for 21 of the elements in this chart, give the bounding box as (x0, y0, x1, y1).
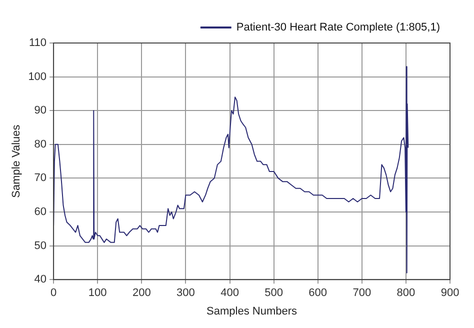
x-tick-label: 800 (396, 287, 416, 300)
y-tick-label: 70 (34, 172, 47, 184)
y-tick-label: 90 (34, 104, 47, 117)
y-tick-label: 100 (28, 70, 47, 83)
x-tick-label: 600 (308, 287, 328, 300)
legend-label: Patient-30 Heart Rate Complete (1:805,1) (236, 22, 440, 34)
y-tick-label: 110 (29, 37, 47, 50)
y-tick-label: 50 (34, 240, 47, 252)
x-tick-label: 500 (264, 287, 283, 300)
x-tick-label: 200 (132, 287, 151, 300)
y-tick-label: 40 (34, 274, 47, 286)
y-tick-label: 80 (34, 138, 47, 150)
x-tick-label: 300 (176, 287, 195, 300)
x-tick-label: 100 (88, 287, 107, 300)
y-tick-label: 60 (34, 206, 47, 218)
x-tick-label: 700 (352, 287, 372, 300)
x-tick-label: 400 (220, 287, 239, 300)
x-tick-label: 900 (440, 287, 460, 300)
y-axis-title: Sample Values (10, 124, 23, 198)
x-tick-label: 0 (50, 287, 57, 300)
x-axis-title: Samples Numbers (206, 305, 298, 318)
